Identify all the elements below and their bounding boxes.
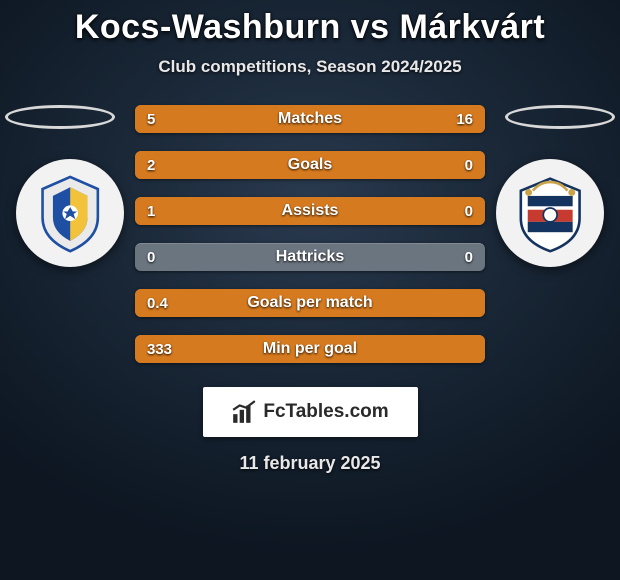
stat-value-left: 0.4 (147, 289, 168, 317)
stat-value-left: 333 (147, 335, 172, 363)
ring-right (505, 105, 615, 129)
stat-label: Hattricks (135, 243, 485, 271)
right-team-crest (496, 159, 604, 267)
bar-fill-left (135, 151, 485, 179)
stat-value-left: 5 (147, 105, 155, 133)
stat-value-left: 2 (147, 151, 155, 179)
stat-row: 516Matches (135, 105, 485, 133)
ring-left (5, 105, 115, 129)
stat-value-right: 0 (465, 243, 473, 271)
bar-fill-left (135, 197, 485, 225)
date-text: 11 february 2025 (0, 453, 620, 474)
crest-left-icon (27, 170, 113, 256)
stat-bars: 516Matches20Goals10Assists00Hattricks0.4… (135, 105, 485, 363)
stat-value-right: 16 (456, 105, 473, 133)
stat-row: 20Goals (135, 151, 485, 179)
stat-value-left: 0 (147, 243, 155, 271)
stat-value-right: 0 (465, 197, 473, 225)
brand-badge[interactable]: FcTables.com (203, 387, 418, 437)
comparison-main: 516Matches20Goals10Assists00Hattricks0.4… (0, 105, 620, 363)
left-team-crest (16, 159, 124, 267)
crest-right-icon (507, 170, 593, 256)
brand-text: FcTables.com (263, 401, 388, 423)
bar-fill-right (218, 105, 485, 133)
stat-row: 10Assists (135, 197, 485, 225)
stat-row: 333Min per goal (135, 335, 485, 363)
stat-value-left: 1 (147, 197, 155, 225)
stat-value-right: 0 (465, 151, 473, 179)
chart-icon (231, 399, 257, 425)
bar-fill-left (135, 289, 485, 317)
bar-fill-left (135, 335, 485, 363)
page-title: Kocs-Washburn vs Márkvárt (0, 8, 620, 47)
infographic-container: Kocs-Washburn vs Márkvárt Club competiti… (0, 0, 620, 580)
stat-row: 0 0Hattricks (135, 243, 485, 271)
subtitle: Club competitions, Season 2024/2025 (0, 57, 620, 77)
stat-row: 0.4Goals per match (135, 289, 485, 317)
